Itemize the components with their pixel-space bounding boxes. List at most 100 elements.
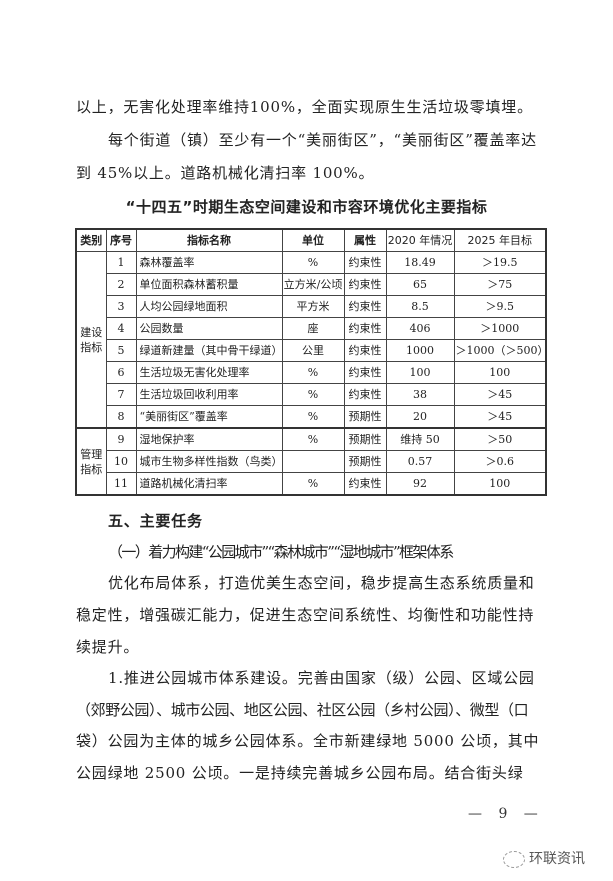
- table-cell: %: [281, 383, 345, 406]
- section-heading: 五、主要任务: [108, 512, 203, 530]
- body-line: 优化布局体系，打造优美生态空间，稳步提高生态系统质量和: [108, 574, 535, 592]
- table-cell: 65: [385, 273, 455, 296]
- intro-line: 到 45%以上。道路机械化清扫率 100%。: [76, 164, 375, 182]
- table-cell: ＞19.5: [453, 251, 547, 274]
- watermark: 环联资讯: [503, 848, 585, 868]
- indicator-table: 类别 序号 指标名称 单位 属性 2020 年情况 2025 年目标 建设指标 1…: [75, 228, 549, 496]
- table-cell: 预期性: [343, 450, 387, 473]
- table-cell: 湿地保护率: [135, 427, 283, 451]
- page-number: — 9 —: [468, 806, 544, 822]
- watermark-text: 环联资讯: [529, 851, 585, 867]
- table-cell: ＞0.6: [453, 450, 547, 473]
- table-cell: 生活垃圾无害化处理率: [135, 361, 283, 384]
- table-cell: 人均公园绿地面积: [135, 295, 283, 318]
- body-line: 稳定性，增强碳汇能力，促进生态空间系统性、均衡性和功能性持: [76, 606, 535, 624]
- table-cell: 8: [105, 405, 137, 429]
- col-header: 2020 年情况: [385, 228, 455, 252]
- table-cell: 预期性: [343, 427, 387, 451]
- table-row: 3 人均公园绿地面积 平方米 约束性 8.5 ＞9.5: [76, 295, 547, 318]
- table-cell: 公园数量: [135, 317, 283, 340]
- body-line: 续提升。: [76, 638, 140, 656]
- table-cell: %: [281, 251, 345, 274]
- table-cell: 4: [105, 317, 137, 340]
- intro-line: 每个街道（镇）至少有一个“美丽街区”，“美丽街区”覆盖率达: [108, 131, 537, 149]
- table-cell: ＞45: [453, 383, 547, 406]
- table-cell: 约束性: [343, 251, 387, 274]
- table-cell: ＞1000（＞500）: [453, 339, 549, 362]
- table-cell: 道路机械化清扫率: [135, 472, 283, 496]
- table-cell: 1000: [385, 339, 455, 362]
- table-row: 8 “美丽街区”覆盖率% 预期性 20 ＞45: [76, 405, 547, 429]
- table-cell: 100: [453, 361, 547, 384]
- table-cell: 20: [385, 405, 455, 429]
- table-cell: 92: [385, 472, 455, 496]
- table-title: “十四五”时期生态空间建设和市容环境优化主要指标: [125, 198, 488, 216]
- category-cell: 管理指标: [75, 427, 107, 496]
- body-line: 公园绿地 2500 公顷。一是持续完善城乡公园布局。结合街头绿: [76, 764, 524, 782]
- table-cell: 0.57: [385, 450, 455, 473]
- body-line: 袋）公园为主体的城乡公园体系。全市新建绿地 5000 公顷，其中: [76, 732, 540, 750]
- table-cell: ＞45: [453, 405, 547, 429]
- col-header: 指标名称: [135, 228, 283, 252]
- table-cell: 立方米/公顷: [281, 273, 345, 296]
- table-cell: 约束性: [343, 273, 387, 296]
- table-cell: 8.5: [385, 295, 455, 318]
- table-cell: ＞9.5: [453, 295, 547, 318]
- table-cell: 7: [105, 383, 137, 406]
- table-cell: 公里: [281, 339, 345, 362]
- table-cell: 绿道新建量（其中骨干绿道）: [135, 339, 283, 362]
- table-cell: [281, 450, 345, 473]
- table-cell: 城市生物多样性指数（鸟类）: [135, 450, 283, 473]
- table-cell: 18.49: [385, 251, 455, 274]
- table-cell: 约束性: [343, 383, 387, 406]
- table-row: 管理指标 9 湿地保护率% 预期性 维持 50 ＞50: [75, 427, 547, 496]
- table-cell: 约束性: [343, 317, 387, 340]
- table-row: 2 单位面积森林蓄积量 立方米/公顷 约束性 65 ＞75: [76, 273, 547, 296]
- table-row: 建设指标 1 森林覆盖率% 约束性 18.49 ＞19.5: [75, 251, 547, 429]
- wechat-icon: [503, 850, 525, 868]
- intro-line: 以上，无害化处理率维持100%，全面实现原生生活垃圾零填埋。: [76, 98, 533, 116]
- table-cell: 约束性: [343, 339, 387, 362]
- table-cell: ＞1000: [453, 317, 547, 340]
- table-cell: “美丽街区”覆盖率: [135, 405, 283, 429]
- col-header: 2025 年目标: [453, 228, 547, 252]
- table-row: 5 绿道新建量（其中骨干绿道） 公里 约束性 1000 ＞1000（＞500）: [76, 339, 549, 362]
- col-header: 类别: [75, 228, 107, 252]
- table-cell: 平方米: [281, 295, 345, 318]
- table-cell: 约束性: [343, 361, 387, 384]
- table-cell: %: [281, 472, 345, 496]
- table-cell: 100: [385, 361, 455, 384]
- table-cell: 座: [281, 317, 345, 340]
- table-cell: 38: [385, 383, 455, 406]
- table-cell: 预期性: [343, 405, 387, 429]
- table-cell: 约束性: [343, 472, 387, 496]
- table-cell: 单位面积森林蓄积量: [135, 273, 283, 296]
- table-cell: %: [281, 427, 345, 451]
- table-cell: 2: [105, 273, 137, 296]
- table-row: 10 城市生物多样性指数（鸟类） 预期性 0.57 ＞0.6: [76, 450, 547, 473]
- body-line: 1.推进公园城市体系建设。完善由国家（级）公园、区域公园: [108, 669, 535, 687]
- table-cell: 森林覆盖率: [135, 251, 283, 274]
- table-cell: ＞75: [453, 273, 547, 296]
- col-header: 序号: [105, 228, 137, 252]
- table-cell: 3: [105, 295, 137, 318]
- table-cell: ＞50: [453, 427, 547, 451]
- table-cell: 11: [105, 472, 137, 496]
- sub-heading: （一）着力构建“公园城市”“森林城市”“湿地城市”框架体系: [108, 543, 454, 561]
- table-cell: 9: [105, 427, 137, 451]
- table-cell: 406: [385, 317, 455, 340]
- table-cell: 10: [105, 450, 137, 473]
- table-cell: 1: [105, 251, 137, 274]
- table-cell: %: [281, 405, 345, 429]
- table-cell: 6: [105, 361, 137, 384]
- table-row: 11 道路机械化清扫率% 约束性 92 100: [76, 472, 547, 496]
- col-header: 属性: [343, 228, 387, 252]
- table-row: 4 公园数量座约束性 406 ＞1000: [76, 317, 547, 340]
- category-cell: 建设指标: [75, 251, 107, 429]
- body-line: （郊野公园）、城市公园、地区公园、社区公园（乡村公园）、微型（口: [76, 701, 529, 719]
- table-cell: 约束性: [343, 295, 387, 318]
- table-cell: 100: [453, 472, 547, 496]
- table-header-row: 类别 序号 指标名称 单位 属性 2020 年情况 2025 年目标: [75, 228, 547, 252]
- table-cell: 5: [105, 339, 137, 362]
- table-row: 6 生活垃圾无害化处理率% 约束性 100 100: [76, 361, 547, 384]
